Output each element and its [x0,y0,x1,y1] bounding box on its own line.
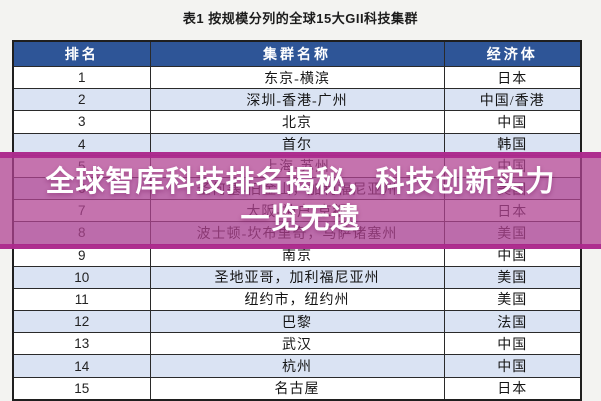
col-header-economy: 经济体 [443,40,582,67]
economy-cell: 中国/香港 [443,88,582,112]
headline-line-2: 一览无遗 [240,203,361,235]
table-header-row: 排名 集群名称 经济体 [12,40,582,67]
table-title: 表1 按规模分列的全球15大GII科技集群 [182,11,419,26]
table-row: 3 北京 中国 [12,110,582,134]
economy-cell: 中国 [443,332,582,356]
rank-cell: 3 [12,110,151,134]
economy-cell: 中国 [443,110,582,134]
table-row: 12 巴黎 法国 [12,310,582,334]
table-row: 15 名古屋 日本 [12,376,582,401]
col-header-rank: 排名 [12,40,151,67]
col-header-cluster: 集群名称 [149,40,445,67]
rank-cell: 1 [12,65,151,90]
table-row: 13 武汉 中国 [12,332,582,356]
cluster-cell: 圣地亚哥，加利福尼亚州 [149,265,445,289]
rank-cell: 13 [12,332,151,356]
economy-cell: 美国 [443,265,582,289]
cluster-cell: 武汉 [149,332,445,356]
economy-cell: 韩国 [443,132,582,156]
economy-cell: 法国 [443,310,582,334]
table-row: 9 南京 中国 [12,243,582,267]
table-row: 11 纽约市，纽约州 美国 [12,287,582,312]
rank-cell: 11 [12,287,151,312]
cluster-cell: 杭州 [149,354,445,378]
cluster-cell: 深圳-香港-广州 [149,88,445,112]
table-row: 2 深圳-香港-广州 中国/香港 [12,88,582,112]
table-row: 1 东京-横滨 日本 [12,65,582,90]
cluster-cell: 纽约市，纽约州 [149,287,445,312]
table-row: 4 首尔 韩国 [12,132,582,156]
economy-cell: 日本 [443,376,582,401]
rank-cell: 9 [12,243,151,267]
table-row: 14 杭州 中国 [12,354,582,378]
table-row: 10 圣地亚哥，加利福尼亚州 美国 [12,265,582,289]
cluster-cell: 名古屋 [149,376,445,401]
cluster-cell: 北京 [149,110,445,134]
economy-cell: 日本 [443,65,582,90]
rank-cell: 2 [12,88,151,112]
rank-cell: 15 [12,376,151,401]
rank-cell: 10 [12,265,151,289]
cluster-cell: 巴黎 [149,310,445,334]
cluster-cell: 东京-横滨 [149,65,445,90]
rank-cell: 14 [12,354,151,378]
headline-banner: 全球智库科技排名揭秘，科技创新实力 一览无遗 [0,152,601,249]
economy-cell: 美国 [443,287,582,312]
rank-cell: 12 [12,310,151,334]
economy-cell: 中国 [443,354,582,378]
economy-cell: 中国 [443,243,582,267]
headline-line-1: 全球智库科技排名揭秘，科技创新实力 [45,166,556,198]
